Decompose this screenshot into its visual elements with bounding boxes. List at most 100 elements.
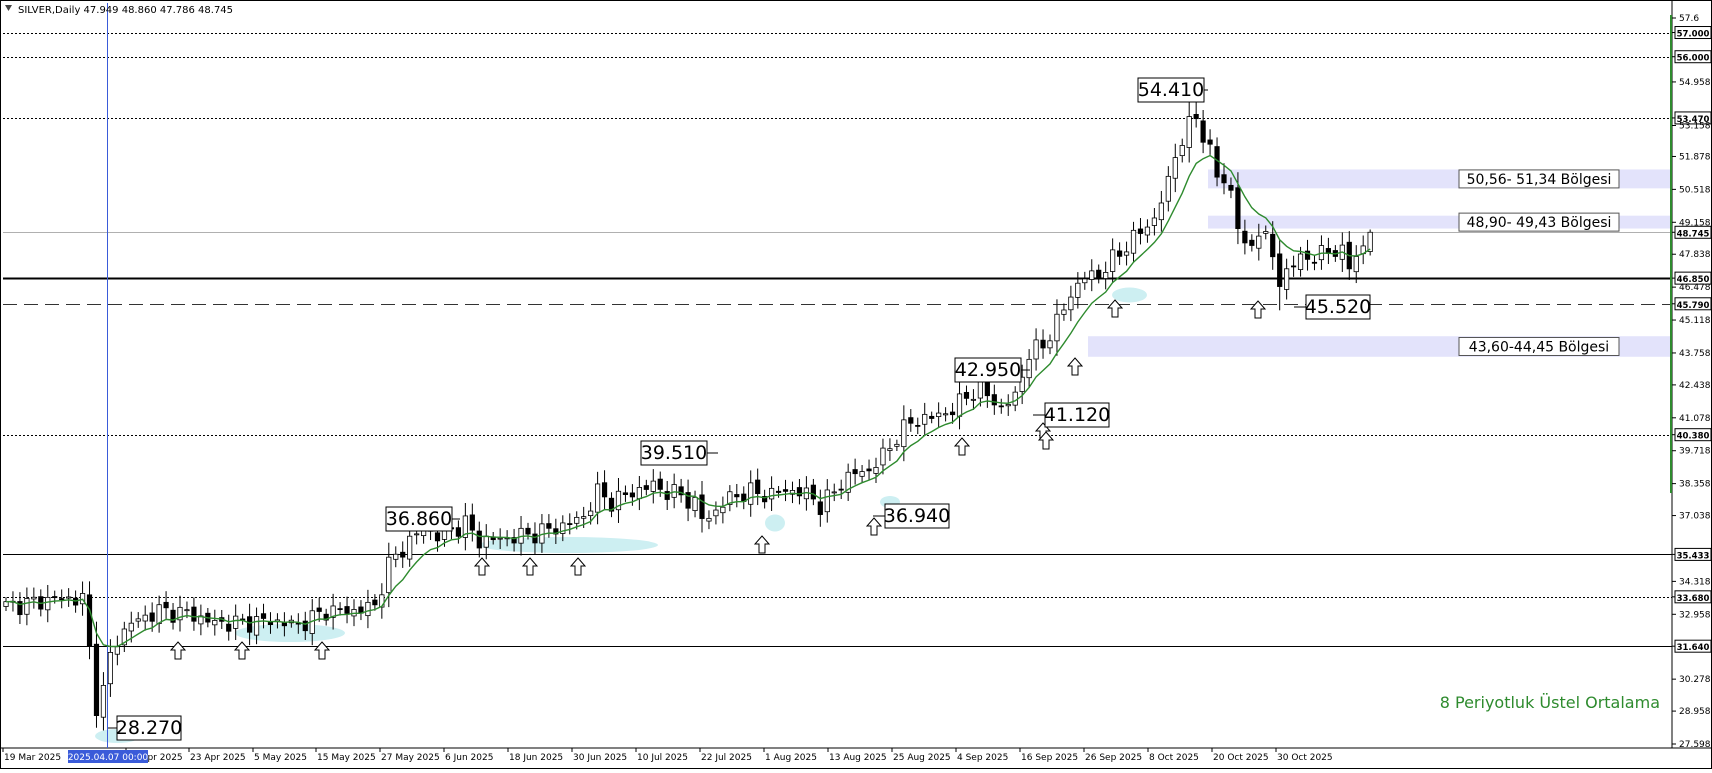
candle xyxy=(31,587,37,609)
callout-box xyxy=(884,503,950,529)
candle-body xyxy=(1165,175,1171,202)
candle xyxy=(1130,221,1137,262)
y-tick-label: 37.038 xyxy=(1679,512,1711,522)
support-arrow-icon xyxy=(233,641,251,660)
candle xyxy=(66,588,72,607)
candle-body xyxy=(852,469,858,475)
candle-body xyxy=(755,479,761,494)
candle-body xyxy=(1019,376,1025,392)
candle xyxy=(838,479,844,500)
candle xyxy=(1242,219,1248,255)
candle xyxy=(142,605,148,631)
candle-body xyxy=(880,447,886,466)
y-tick-badge xyxy=(1674,547,1712,561)
x-tick-label: 18 Jun 2025 xyxy=(509,753,563,763)
candle xyxy=(692,490,698,518)
candle-body xyxy=(894,443,900,447)
candle-body xyxy=(86,594,93,647)
candle xyxy=(810,478,816,506)
support-arrow-icon xyxy=(1037,431,1055,450)
candle-body xyxy=(553,528,559,535)
y-tick-label: 27.598 xyxy=(1679,740,1711,750)
support-highlight xyxy=(1112,287,1147,303)
candle xyxy=(789,481,796,504)
candle-body xyxy=(789,490,796,495)
zone-group: 43,60-44,45 Bölgesi xyxy=(1088,336,1672,357)
candle-body xyxy=(991,394,997,406)
candle-body xyxy=(685,492,691,509)
candle-body xyxy=(1005,404,1011,407)
candle xyxy=(553,518,559,545)
candle xyxy=(831,483,837,502)
candle xyxy=(608,492,615,518)
candle xyxy=(678,478,684,503)
candle-body xyxy=(1207,139,1213,145)
x-tick-label: 23 Apr 2025 xyxy=(190,753,246,763)
candle xyxy=(622,485,629,502)
y-tick-badge xyxy=(1674,271,1712,285)
candle-body xyxy=(379,594,385,608)
candle xyxy=(1165,166,1171,212)
candle-body xyxy=(100,685,107,718)
candle xyxy=(936,402,942,428)
y-tick-label: 31.640 xyxy=(1677,643,1710,653)
y-tick-label: 46.478 xyxy=(1679,283,1711,293)
support-arrow-icon xyxy=(1106,299,1124,318)
candle-body xyxy=(1172,157,1178,179)
candle-body xyxy=(963,391,970,399)
x-axis: 19 Mar 2025 11 Apr 2025 23 Apr 2025 5 May 2… xyxy=(2,748,1333,763)
candle-body xyxy=(775,490,782,493)
candle-body xyxy=(1012,391,1018,406)
candle-body xyxy=(400,551,406,558)
x-tick-label: 15 May 2025 xyxy=(317,753,376,763)
candle xyxy=(1068,285,1074,322)
candle-body xyxy=(52,596,58,599)
candle-body xyxy=(1130,229,1137,254)
callout-box xyxy=(640,440,708,466)
support-highlight xyxy=(235,624,345,642)
candle xyxy=(734,483,740,508)
candle xyxy=(107,639,113,697)
candle-body xyxy=(407,535,413,560)
candle-body xyxy=(330,605,336,618)
support-highlight xyxy=(478,537,658,553)
x-tick-label: 6 Jun 2025 xyxy=(445,753,493,763)
candle xyxy=(1207,129,1213,155)
candle xyxy=(365,589,371,629)
candle-body xyxy=(59,598,65,600)
candle xyxy=(1089,259,1095,292)
y-tick-badge xyxy=(1674,297,1712,311)
candle-body xyxy=(177,606,183,621)
candle-body xyxy=(664,491,670,500)
x-tick-label: 19 Mar 2025 xyxy=(4,753,61,763)
candle-body xyxy=(163,601,169,609)
candle-body xyxy=(657,478,663,490)
candle-body xyxy=(246,616,253,633)
candle-body xyxy=(824,489,830,513)
crosshair-time-badge xyxy=(68,750,148,763)
candle xyxy=(601,470,608,510)
candle xyxy=(1123,241,1130,266)
candle-body xyxy=(1367,231,1373,252)
candle xyxy=(1179,138,1185,163)
candle xyxy=(824,479,830,523)
candle-body xyxy=(1186,116,1192,148)
candle xyxy=(337,602,343,616)
candle xyxy=(260,603,267,629)
candle xyxy=(1311,254,1318,271)
candle xyxy=(177,595,183,632)
candle xyxy=(943,407,949,422)
candle-body xyxy=(1103,272,1109,279)
candle-body xyxy=(650,480,656,492)
y-tick-label: 54.958 xyxy=(1679,78,1711,88)
candle xyxy=(233,604,239,640)
candle-body xyxy=(1075,282,1081,298)
candle-body xyxy=(796,487,803,497)
support-arrow-icon xyxy=(953,437,971,456)
candle-body xyxy=(142,614,148,622)
candle-body xyxy=(782,489,789,492)
candle-body xyxy=(1249,239,1255,246)
candle-body xyxy=(532,533,538,544)
